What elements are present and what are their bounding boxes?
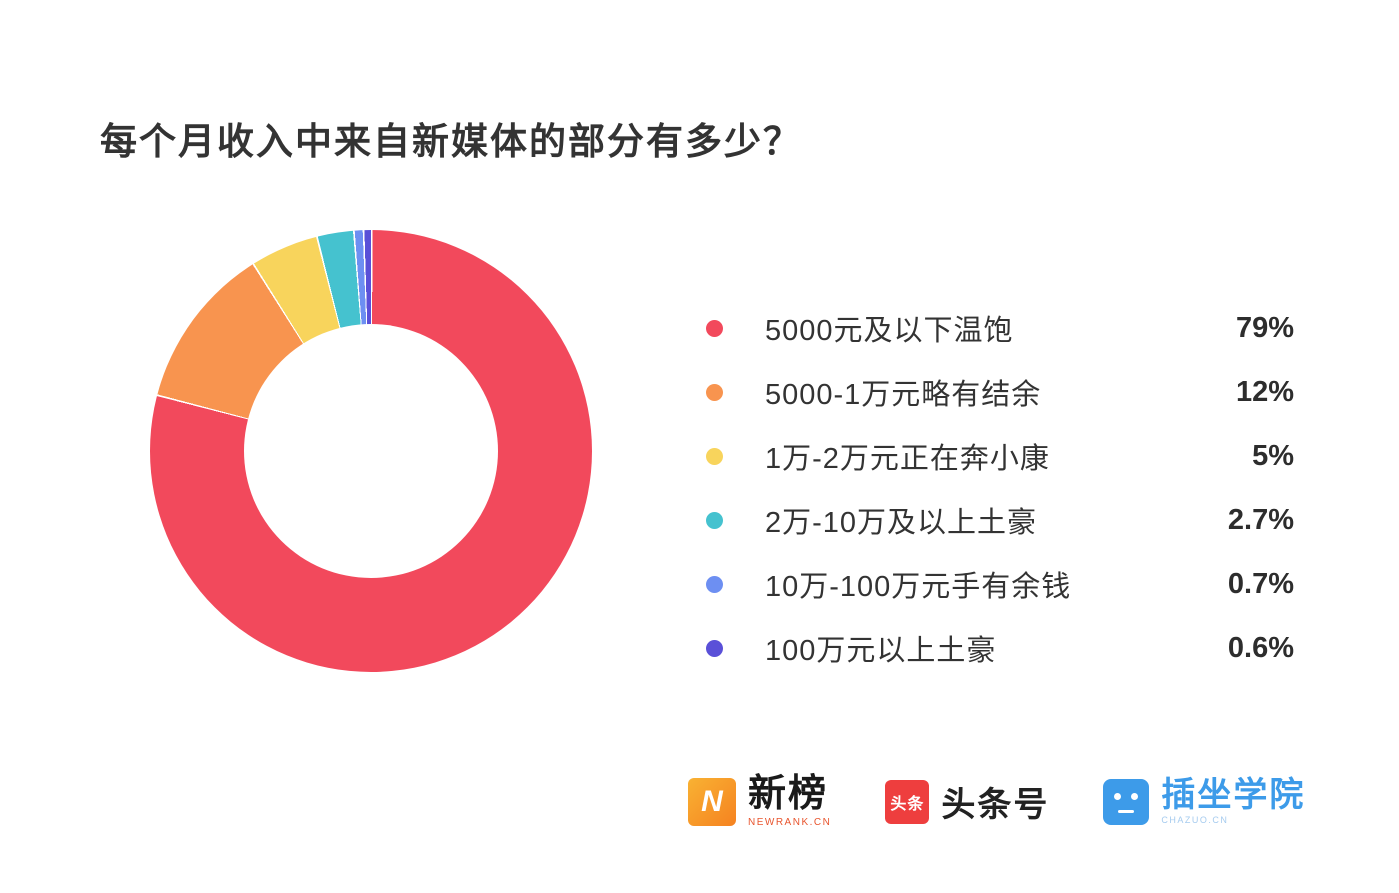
- legend-item: 5000-1万元略有结余 12%: [706, 360, 1294, 424]
- legend-value: 0.6%: [1227, 631, 1294, 664]
- legend-item: 10万-100万元手有余钱 0.7%: [706, 552, 1294, 616]
- legend-value: 2.7%: [1227, 503, 1294, 536]
- footer-logos: N 新榜 NEWRANK.CN 头条 头条号 插坐学院 CHAZUO.CN: [688, 773, 1306, 828]
- legend-dot-icon: [706, 575, 723, 593]
- newrank-logo-subtext: NEWRANK.CN: [748, 816, 832, 828]
- newrank-logo: N 新榜 NEWRANK.CN: [688, 773, 832, 828]
- legend-item: 100万元以上土豪 0.6%: [706, 616, 1294, 680]
- legend-item: 1万-2万元正在奔小康 5%: [706, 424, 1294, 488]
- legend-label: 10万-100万元手有余钱: [765, 571, 1072, 603]
- legend-dot-icon: [706, 319, 723, 337]
- chazuo-icon: [1103, 778, 1150, 825]
- chazuo-logo-subtext: CHAZUO.CN: [1161, 815, 1229, 826]
- legend-label: 5000元及以下温饱: [765, 315, 1014, 347]
- legend: 5000元及以下温饱 79% 5000-1万元略有结余 12% 1万-2万元正在…: [706, 296, 1294, 680]
- legend-label: 2万-10万及以上土豪: [765, 507, 1038, 539]
- toutiao-icon: 头条: [885, 779, 930, 824]
- legend-label: 100万元以上土豪: [765, 635, 997, 667]
- legend-value: 79%: [1235, 311, 1294, 344]
- toutiao-logo: 头条 头条号: [885, 777, 1049, 826]
- legend-value: 5%: [1252, 439, 1294, 472]
- legend-label: 1万-2万元正在奔小康: [765, 443, 1050, 475]
- legend-dot-icon: [706, 447, 723, 465]
- legend-dot-icon: [706, 639, 723, 657]
- legend-label: 5000-1万元略有结余: [765, 379, 1042, 411]
- newrank-icon: N: [688, 777, 736, 826]
- page-title: 每个月收入中来自新媒体的部分有多少？: [100, 120, 802, 162]
- newrank-logo-text: 新榜: [748, 773, 829, 815]
- legend-item: 2万-10万及以上土豪 2.7%: [706, 488, 1294, 552]
- chazuo-logo: 插坐学院 CHAZUO.CN: [1103, 775, 1306, 826]
- legend-value: 12%: [1235, 375, 1294, 408]
- donut-chart: [150, 230, 592, 672]
- legend-value: 0.7%: [1227, 567, 1294, 600]
- donut-hole: [244, 324, 498, 578]
- chazuo-logo-text: 插坐学院: [1161, 775, 1306, 814]
- legend-dot-icon: [706, 511, 723, 529]
- toutiao-logo-text: 头条号: [941, 786, 1050, 825]
- legend-dot-icon: [706, 383, 723, 401]
- legend-item: 5000元及以下温饱 79%: [706, 296, 1294, 360]
